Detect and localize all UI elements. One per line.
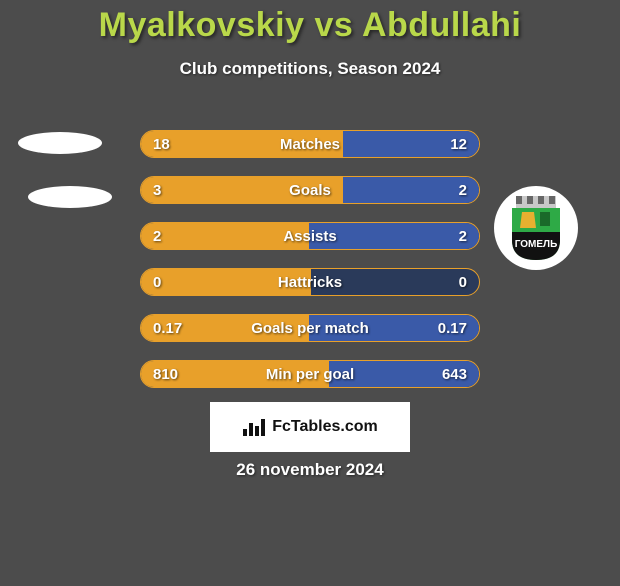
stat-label: Hattricks bbox=[141, 269, 479, 295]
team-badge-left-1 bbox=[18, 132, 102, 154]
stat-row: 0.170.17Goals per match bbox=[140, 314, 480, 342]
svg-text:ГОМЕЛЬ: ГОМЕЛЬ bbox=[515, 239, 558, 250]
stat-row: 810643Min per goal bbox=[140, 360, 480, 388]
player-left-name: Myalkovskiy bbox=[99, 6, 305, 44]
stat-row: 00Hattricks bbox=[140, 268, 480, 296]
vs-separator: vs bbox=[314, 6, 353, 44]
fctables-logo-icon bbox=[242, 417, 266, 437]
comparison-rows: 1812Matches 32Goals 22Assists 00Hattricks 0.… bbox=[140, 130, 480, 406]
team-badge-right: ГОМЕЛЬ bbox=[494, 186, 578, 270]
stat-label: Matches bbox=[141, 131, 479, 157]
stat-label: Goals bbox=[141, 177, 479, 203]
player-right-name: Abdullahi bbox=[362, 6, 521, 44]
generated-date: 26 november 2024 bbox=[0, 460, 620, 480]
stat-label: Min per goal bbox=[141, 361, 479, 387]
gomel-crest-icon: ГОМЕЛЬ bbox=[500, 192, 572, 264]
stat-label: Goals per match bbox=[141, 315, 479, 341]
team-badge-left-2 bbox=[28, 186, 112, 208]
fctables-label: FcTables.com bbox=[272, 418, 378, 436]
stat-row: 1812Matches bbox=[140, 130, 480, 158]
stat-row: 32Goals bbox=[140, 176, 480, 204]
fctables-watermark: FcTables.com bbox=[210, 402, 410, 452]
comparison-subtitle: Club competitions, Season 2024 bbox=[0, 59, 620, 79]
stat-row: 22Assists bbox=[140, 222, 480, 250]
comparison-title: Myalkovskiy vs Abdullahi bbox=[0, 6, 620, 45]
stat-label: Assists bbox=[141, 223, 479, 249]
